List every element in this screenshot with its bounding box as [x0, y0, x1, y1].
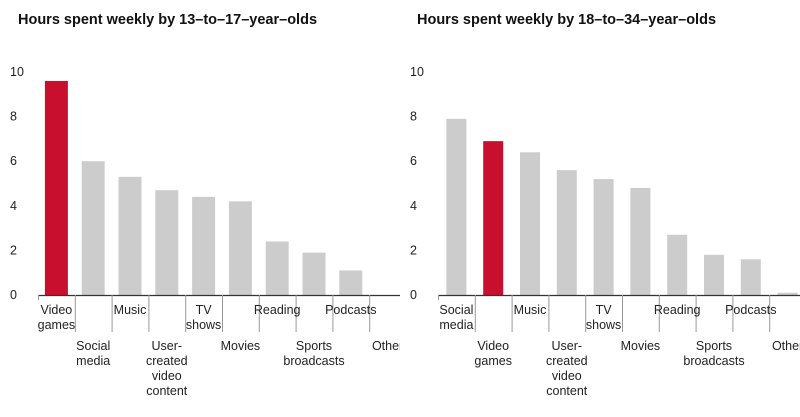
y-tick-label: 10: [410, 65, 424, 79]
category-label-line: broadcasts: [683, 354, 744, 368]
category-label-line: content: [146, 384, 188, 398]
bar: [339, 270, 363, 295]
category-label: Other: [772, 339, 800, 353]
y-tick-label: 10: [10, 65, 24, 79]
category-label-line: Podcasts: [725, 303, 776, 317]
category-label: Video games: [38, 303, 76, 332]
chart-13-to-17: Hours spent weekly by 13–to–17–year–olds…: [10, 12, 400, 398]
category-label: Reading: [654, 303, 701, 317]
category-label: Sports broadcasts: [283, 339, 344, 368]
category-label: Movies: [621, 339, 661, 353]
category-label-line: media: [439, 318, 473, 332]
category-label-line: Reading: [254, 303, 301, 317]
category-label-line: Music: [514, 303, 547, 317]
category-label-line: Video: [41, 303, 73, 317]
bar: [593, 179, 614, 295]
bar: [777, 292, 798, 295]
y-tick-label: 2: [10, 243, 17, 257]
category-label-line: Other: [372, 339, 400, 353]
category-label-line: Social: [439, 303, 473, 317]
category-label: Podcasts: [325, 303, 376, 317]
category-label-line: shows: [186, 318, 221, 332]
y-tick-label: 0: [10, 288, 17, 302]
y-tick-label: 6: [410, 154, 417, 168]
bar: [228, 201, 252, 295]
y-tick-label: 8: [410, 110, 417, 124]
category-label-line: Social: [76, 339, 110, 353]
y-tick-label: 6: [10, 154, 17, 168]
bar: [740, 259, 761, 295]
bar: [667, 234, 688, 295]
category-label-line: Reading: [654, 303, 701, 317]
y-tick-label: 0: [410, 288, 417, 302]
bar: [118, 176, 142, 295]
category-label: TV shows: [186, 303, 221, 332]
category-label-line: User-: [552, 339, 583, 353]
category-label: Social media: [439, 303, 473, 332]
category-label-line: TV: [196, 303, 213, 317]
bar: [265, 241, 289, 295]
category-label-line: created: [546, 354, 588, 368]
category-label: User-created video content: [546, 339, 588, 398]
category-label: Movies: [221, 339, 261, 353]
y-tick-label: 8: [10, 110, 17, 124]
category-label-line: Sports: [696, 339, 732, 353]
category-label: Video games: [474, 339, 512, 368]
category-label-line: Video: [477, 339, 509, 353]
category-label-line: video: [152, 369, 182, 383]
category-label-line: created: [146, 354, 188, 368]
chart-18-to-34: Hours spent weekly by 18–to–34–year–olds…: [410, 12, 800, 398]
category-label-line: Movies: [621, 339, 661, 353]
category-label-line: broadcasts: [283, 354, 344, 368]
category-label-line: Movies: [221, 339, 261, 353]
category-label: TV shows: [586, 303, 621, 332]
category-label-line: TV: [596, 303, 613, 317]
chart-title: Hours spent weekly by 13–to–17–year–olds: [18, 12, 317, 28]
category-label: Music: [114, 303, 147, 317]
bar: [192, 196, 216, 295]
category-label-line: Sports: [296, 339, 332, 353]
bar-highlight: [44, 80, 68, 295]
category-label-line: Other: [772, 339, 800, 353]
chart-title: Hours spent weekly by 18–to–34–year–olds: [417, 12, 716, 28]
category-label: Podcasts: [725, 303, 776, 317]
category-label-line: Music: [114, 303, 147, 317]
category-label: User-created video content: [146, 339, 188, 398]
bar-highlight: [483, 141, 504, 295]
bar: [81, 161, 105, 295]
category-label: Social media: [76, 339, 110, 368]
y-tick-label: 4: [10, 199, 17, 213]
y-tick-label: 2: [410, 243, 417, 257]
category-label: Other: [372, 339, 400, 353]
bar: [704, 254, 724, 295]
y-tick-label: 4: [410, 199, 417, 213]
category-label-line: content: [546, 384, 588, 398]
category-label-line: media: [76, 354, 110, 368]
category-label-line: shows: [586, 318, 621, 332]
bar: [520, 152, 540, 295]
category-label-line: games: [38, 318, 76, 332]
bar: [446, 118, 467, 295]
category-label: Music: [514, 303, 547, 317]
category-label-line: video: [552, 369, 582, 383]
bar: [155, 190, 179, 295]
category-label: Reading: [254, 303, 301, 317]
category-label-line: User-: [152, 339, 183, 353]
category-label-line: games: [474, 354, 512, 368]
bar: [302, 252, 326, 295]
bar: [630, 187, 651, 295]
bar: [556, 170, 577, 295]
category-label: Sports broadcasts: [683, 339, 744, 368]
category-label-line: Podcasts: [325, 303, 376, 317]
